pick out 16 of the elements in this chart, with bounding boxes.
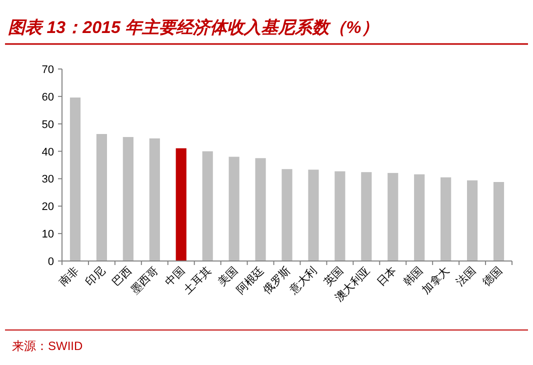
plot: 0 10 20 30 40 50 60 70 南非 印尼 巴西 墨西哥 中国 土耳其 美国 阿根廷 俄罗斯 意大利 英国 澳大利亚 日本 韩国 加拿大 法国 德国 xyxy=(42,64,512,304)
x-tick-label: 日本 xyxy=(374,264,400,289)
y-tick-label: 40 xyxy=(42,146,54,158)
annotation: 来源：SWIID xyxy=(12,339,83,353)
x-tick-label: 法国 xyxy=(454,264,478,289)
y-tick-label: 10 xyxy=(42,228,54,241)
x-tick-label: 南非 xyxy=(56,264,82,289)
y-tick-label: 20 xyxy=(42,201,54,214)
y-tick-label: 50 xyxy=(42,118,54,131)
y-tick-label: 0 xyxy=(48,256,54,268)
title: 图表 13：2015 年主要经济体收入基尼系数（%） xyxy=(8,18,378,37)
x-tick-label: 德国 xyxy=(480,264,505,289)
y-tick-label: 70 xyxy=(42,64,54,76)
x-tick-label: 印尼 xyxy=(83,264,108,289)
y-tick-label: 60 xyxy=(42,91,54,104)
y-tick-label: 30 xyxy=(42,174,54,186)
